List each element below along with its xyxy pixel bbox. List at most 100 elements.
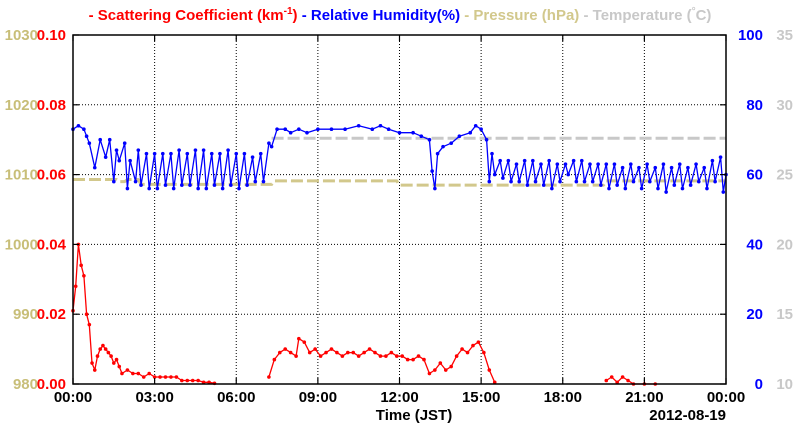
humidity-tick-label: 100 — [738, 27, 763, 44]
legend-dash: - — [579, 7, 592, 24]
data-point-humidity — [718, 155, 723, 159]
data-point-scattering — [114, 357, 119, 362]
data-point-humidity — [258, 151, 263, 156]
data-point-humidity — [419, 134, 424, 139]
data-point-humidity — [525, 183, 530, 187]
temperature-tick-label: 30 — [776, 97, 793, 114]
data-point-scattering — [373, 350, 377, 355]
data-point-humidity — [117, 158, 122, 163]
data-point-humidity — [710, 158, 715, 163]
data-point-humidity — [599, 183, 603, 187]
data-point-scattering — [125, 368, 130, 372]
data-point-humidity — [212, 183, 217, 187]
x-tick-label: 21:00 — [625, 389, 663, 406]
data-point-humidity — [574, 179, 579, 184]
data-point-scattering — [615, 380, 619, 385]
axis-labels: 00:00 03:00 06:00 09:00 12:00 15:00 18:00 21:00… — [5, 27, 793, 406]
data-point-humidity — [237, 186, 241, 191]
data-point-humidity — [435, 151, 440, 156]
data-point-humidity — [639, 186, 644, 191]
data-point-scattering — [351, 350, 356, 355]
data-point-humidity — [487, 179, 492, 184]
temperature-tick-label: 25 — [776, 167, 793, 184]
data-point-humidity — [98, 137, 103, 142]
legend-entry-label: Relative Humidity(%) — [311, 7, 460, 24]
data-point-scattering — [302, 340, 307, 344]
data-point-humidity — [169, 151, 173, 156]
data-point-humidity — [539, 162, 543, 166]
temperature-tick-label: 35 — [776, 27, 793, 44]
data-point-humidity — [275, 127, 279, 132]
data-point-scattering — [169, 375, 173, 379]
data-point-humidity — [492, 172, 497, 177]
data-point-humidity — [107, 137, 112, 142]
data-point-scattering — [101, 343, 105, 348]
pressure-tick-label: 1010 — [5, 167, 38, 184]
data-point-humidity — [648, 179, 652, 184]
data-point-humidity — [253, 179, 258, 184]
data-point-humidity — [234, 151, 239, 156]
legend-dash: - — [298, 7, 311, 24]
data-point-humidity — [571, 158, 576, 163]
data-point-scattering — [416, 354, 421, 358]
scattering-tick-label: 0.02 — [37, 306, 66, 323]
data-point-scattering — [90, 361, 94, 365]
x-axis-label: Time (JST) — [376, 407, 452, 424]
legend-entry-tail: ) — [293, 7, 298, 24]
data-point-scattering — [378, 354, 383, 358]
data-point-humidity — [522, 158, 527, 163]
temperature-tick-label: 20 — [776, 236, 793, 253]
data-point-humidity — [705, 186, 709, 191]
data-point-humidity — [620, 165, 625, 170]
data-point-humidity — [386, 127, 391, 132]
data-point-humidity — [229, 183, 233, 187]
data-point-scattering — [318, 354, 323, 358]
series-line-humidity — [72, 125, 727, 193]
temperature-tick-label: 10 — [776, 376, 793, 393]
data-point-humidity — [155, 186, 160, 191]
data-point-humidity — [555, 162, 560, 166]
data-point-scattering — [73, 284, 78, 289]
data-point-humidity — [114, 148, 119, 152]
temperature-tick-label: 15 — [776, 306, 793, 323]
data-point-humidity — [550, 186, 554, 191]
data-point-humidity — [531, 158, 535, 163]
data-point-humidity — [125, 186, 130, 191]
data-point-humidity — [501, 176, 505, 180]
data-point-humidity — [201, 148, 206, 152]
legend-entry-superscript: ° — [692, 6, 696, 17]
x-tick-label: 03:00 — [135, 389, 173, 406]
data-point-scattering — [267, 375, 271, 379]
data-point-humidity — [84, 134, 89, 139]
data-point-scattering — [362, 350, 366, 355]
data-point-scattering — [492, 380, 497, 385]
data-point-scattering — [433, 368, 437, 372]
data-point-humidity — [672, 183, 677, 187]
humidity-tick-label: 20 — [746, 306, 763, 323]
data-point-scattering — [201, 380, 206, 385]
x-tick-label: 15:00 — [462, 389, 500, 406]
data-point-humidity — [411, 130, 415, 135]
data-point-scattering — [411, 357, 415, 362]
data-point-humidity — [490, 151, 494, 156]
legend-dash: - — [460, 7, 473, 24]
data-point-scattering — [79, 263, 83, 268]
data-point-humidity — [103, 155, 108, 159]
data-point-humidity — [596, 162, 600, 166]
data-point-humidity — [468, 130, 473, 135]
data-point-humidity — [283, 127, 288, 132]
data-point-scattering — [324, 350, 328, 355]
data-point-humidity — [269, 144, 274, 149]
legend-text: - Scattering Coefficient (km-1) - Relati… — [89, 6, 712, 24]
data-point-humidity — [196, 186, 200, 191]
data-point-humidity — [288, 130, 293, 135]
data-point-humidity — [163, 183, 168, 187]
plot-area — [71, 123, 728, 386]
data-point-humidity — [370, 127, 375, 132]
data-point-humidity — [688, 183, 693, 187]
data-point-scattering — [384, 354, 388, 358]
data-point-humidity — [430, 169, 434, 173]
scattering-tick-label: 0.00 — [37, 376, 66, 393]
data-point-humidity — [441, 144, 445, 149]
data-point-humidity — [128, 158, 132, 163]
